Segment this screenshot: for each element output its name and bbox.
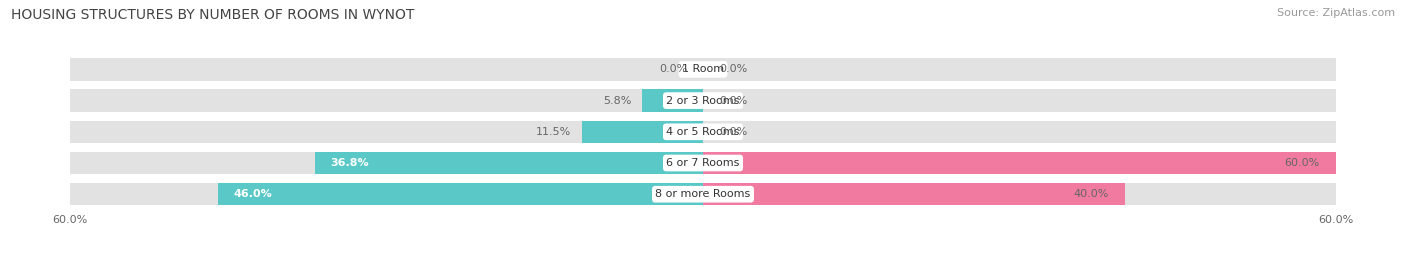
- Text: 60.0%: 60.0%: [1285, 158, 1320, 168]
- Text: HOUSING STRUCTURES BY NUMBER OF ROOMS IN WYNOT: HOUSING STRUCTURES BY NUMBER OF ROOMS IN…: [11, 8, 415, 22]
- Text: 2 or 3 Rooms: 2 or 3 Rooms: [666, 95, 740, 106]
- Bar: [70, 89, 1336, 112]
- Bar: [643, 89, 703, 112]
- Bar: [703, 152, 1336, 174]
- Text: 6 or 7 Rooms: 6 or 7 Rooms: [666, 158, 740, 168]
- Bar: [70, 121, 1336, 143]
- Text: 8 or more Rooms: 8 or more Rooms: [655, 189, 751, 199]
- Bar: [70, 183, 1336, 206]
- Text: Source: ZipAtlas.com: Source: ZipAtlas.com: [1277, 8, 1395, 18]
- Bar: [218, 183, 703, 206]
- Text: 1 Room: 1 Room: [682, 64, 724, 75]
- Text: 0.0%: 0.0%: [718, 64, 747, 75]
- Text: 5.8%: 5.8%: [603, 95, 631, 106]
- Text: 40.0%: 40.0%: [1074, 189, 1109, 199]
- Text: 46.0%: 46.0%: [233, 189, 273, 199]
- Bar: [703, 183, 1125, 206]
- Text: 36.8%: 36.8%: [330, 158, 370, 168]
- Bar: [70, 58, 1336, 81]
- Text: 11.5%: 11.5%: [536, 127, 571, 137]
- Text: 0.0%: 0.0%: [718, 127, 747, 137]
- Bar: [70, 152, 1336, 174]
- Text: 0.0%: 0.0%: [718, 95, 747, 106]
- Bar: [582, 121, 703, 143]
- Text: 0.0%: 0.0%: [659, 64, 688, 75]
- Text: 4 or 5 Rooms: 4 or 5 Rooms: [666, 127, 740, 137]
- Bar: [315, 152, 703, 174]
